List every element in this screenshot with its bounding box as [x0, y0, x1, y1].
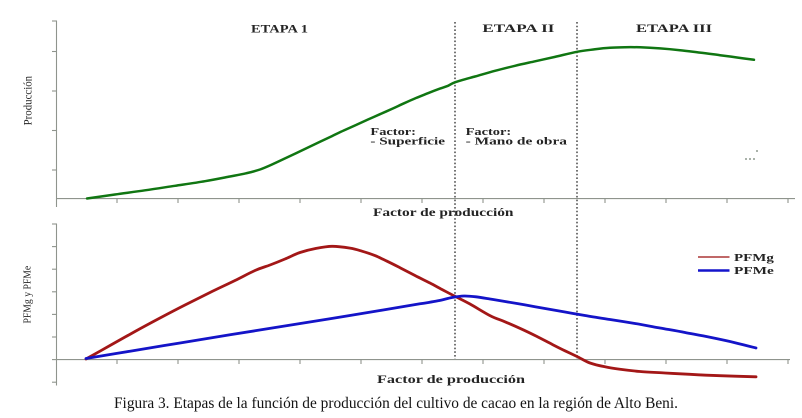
svg-text:ETAPA 1: ETAPA 1: [251, 24, 308, 36]
svg-text:Factor de producción: Factor de producción: [373, 207, 514, 219]
svg-text:ETAPA II: ETAPA II: [482, 23, 555, 35]
svg-text:Factor:: Factor:: [466, 126, 512, 138]
svg-text:- Superficie: - Superficie: [370, 136, 445, 148]
svg-text:Figura 3. Etapas de la función: Figura 3. Etapas de la función de produc…: [114, 395, 678, 412]
svg-text:Producción: Producción: [20, 76, 34, 126]
svg-text:Factor:: Factor:: [370, 126, 416, 138]
svg-text:PFMg: PFMg: [734, 253, 775, 264]
svg-text:ETAPA III: ETAPA III: [636, 23, 713, 35]
svg-text:PFMe: PFMe: [734, 266, 774, 277]
svg-text:- Mano de obra: - Mano de obra: [466, 136, 568, 148]
svg-text:PFMg y PFMe: PFMg y PFMe: [21, 266, 33, 324]
svg-text:Factor de producción: Factor de producción: [377, 374, 526, 386]
